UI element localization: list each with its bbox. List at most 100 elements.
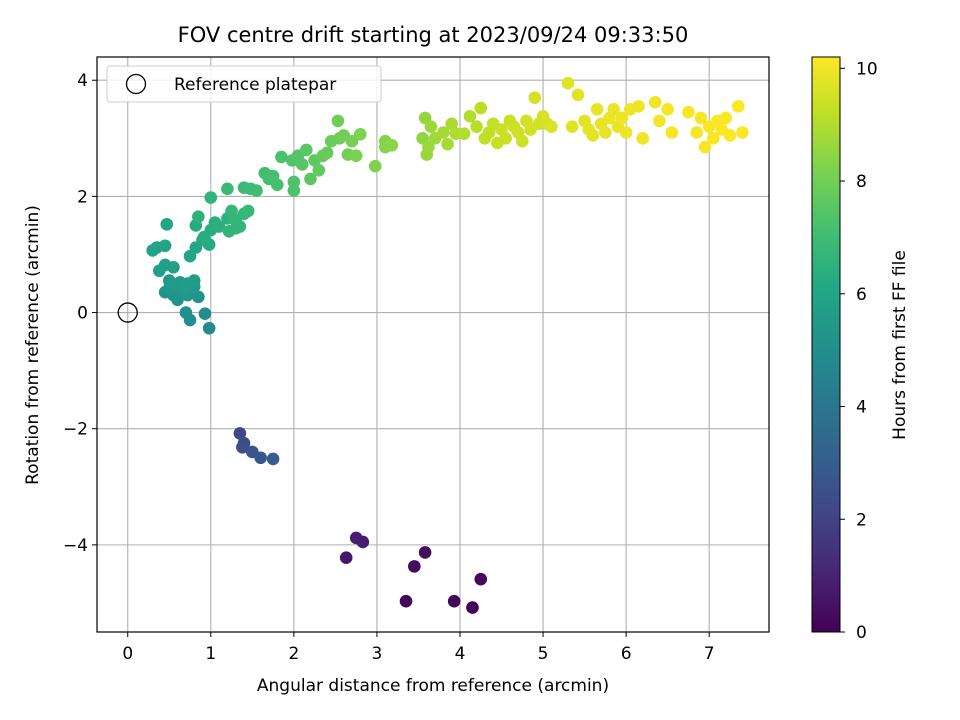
data-point bbox=[661, 102, 674, 116]
data-point bbox=[162, 274, 176, 287]
data-point bbox=[437, 126, 450, 139]
data-point bbox=[422, 140, 435, 154]
data-point bbox=[590, 102, 604, 116]
data-point bbox=[719, 111, 733, 125]
data-point bbox=[723, 129, 737, 142]
data-point bbox=[275, 150, 288, 164]
data-point bbox=[445, 117, 458, 131]
data-point bbox=[665, 126, 679, 139]
data-point bbox=[266, 452, 280, 466]
data-point bbox=[698, 140, 712, 154]
y-tick-label: −2 bbox=[63, 420, 88, 440]
data-point bbox=[474, 572, 488, 586]
x-tick-label: 5 bbox=[538, 644, 549, 664]
data-point bbox=[561, 76, 575, 90]
data-point bbox=[368, 159, 382, 173]
data-point bbox=[331, 114, 345, 128]
data-point bbox=[212, 220, 226, 233]
data-point bbox=[177, 281, 191, 295]
y-axis-ticks: −4 −2 0 2 4 bbox=[63, 71, 97, 556]
x-axis-ticks: 0 1 2 3 4 5 6 7 bbox=[122, 632, 715, 664]
data-point bbox=[418, 546, 432, 559]
data-point bbox=[179, 306, 193, 319]
data-point bbox=[167, 260, 180, 274]
data-point bbox=[474, 101, 488, 115]
data-point bbox=[192, 210, 205, 224]
colorbar-tick-label: 8 bbox=[856, 172, 867, 192]
data-point bbox=[320, 146, 334, 160]
data-point bbox=[441, 137, 454, 151]
y-tick-label: 4 bbox=[77, 71, 88, 91]
data-point bbox=[731, 100, 745, 113]
plot-frame bbox=[96, 56, 770, 633]
data-point bbox=[571, 88, 585, 102]
data-point bbox=[304, 172, 317, 186]
data-point bbox=[339, 551, 353, 564]
data-point bbox=[447, 594, 461, 608]
data-point bbox=[287, 184, 301, 197]
data-point bbox=[736, 126, 749, 139]
colorbar-ticks: 0 2 4 6 8 10 bbox=[840, 59, 878, 643]
x-axis-label: Angular distance from reference (arcmin) bbox=[257, 676, 609, 696]
data-point bbox=[202, 321, 216, 335]
data-point bbox=[192, 290, 205, 304]
y-tick-label: −4 bbox=[63, 536, 88, 556]
data-point bbox=[565, 120, 579, 133]
data-point bbox=[250, 184, 263, 197]
x-tick-label: 4 bbox=[455, 644, 466, 664]
data-point bbox=[300, 143, 313, 157]
data-point bbox=[586, 129, 600, 142]
data-point bbox=[632, 100, 645, 113]
data-point bbox=[707, 132, 720, 145]
data-point bbox=[615, 111, 629, 125]
data-point bbox=[466, 601, 479, 614]
colorbar-tick-label: 4 bbox=[856, 398, 867, 418]
data-point bbox=[515, 134, 529, 148]
data-point bbox=[457, 127, 471, 140]
data-point bbox=[463, 109, 477, 123]
data-point bbox=[236, 441, 249, 454]
reference-platepar-marker bbox=[117, 302, 138, 323]
data-point bbox=[408, 560, 421, 573]
data-point bbox=[424, 120, 438, 133]
data-point bbox=[312, 163, 326, 177]
data-point bbox=[470, 120, 483, 133]
data-point bbox=[241, 204, 255, 218]
data-point bbox=[225, 204, 238, 218]
legend: Reference platepar bbox=[106, 65, 382, 103]
x-tick-label: 7 bbox=[704, 644, 715, 664]
y-tick-label: 0 bbox=[77, 304, 88, 324]
data-point bbox=[349, 149, 363, 163]
data-point bbox=[254, 451, 267, 465]
data-point bbox=[528, 91, 542, 104]
data-point bbox=[222, 224, 236, 238]
colorbar-tick-label: 2 bbox=[856, 510, 867, 530]
data-point bbox=[187, 274, 201, 287]
data-point bbox=[204, 191, 218, 204]
data-point bbox=[690, 126, 704, 139]
data-point bbox=[607, 102, 620, 116]
data-point bbox=[160, 217, 174, 231]
data-point bbox=[619, 126, 633, 139]
colorbar-tick-label: 6 bbox=[856, 285, 867, 305]
colorbar-label: Hours from first FF file bbox=[890, 250, 910, 440]
data-point bbox=[648, 96, 662, 109]
data-point bbox=[198, 307, 212, 321]
data-point bbox=[354, 127, 367, 141]
data-point bbox=[233, 427, 247, 440]
data-point bbox=[694, 111, 708, 125]
data-point bbox=[545, 120, 558, 133]
data-point bbox=[295, 158, 309, 171]
data-point bbox=[385, 138, 399, 152]
data-point bbox=[653, 114, 666, 128]
colorbar-tick-label: 10 bbox=[856, 59, 878, 79]
colorbar-tick-label: 0 bbox=[856, 623, 867, 643]
data-point bbox=[158, 239, 172, 253]
data-points bbox=[117, 76, 749, 614]
legend-box bbox=[106, 65, 382, 103]
data-point bbox=[399, 594, 413, 608]
colorbar bbox=[811, 56, 841, 633]
data-point bbox=[287, 175, 301, 189]
data-point bbox=[499, 132, 512, 145]
